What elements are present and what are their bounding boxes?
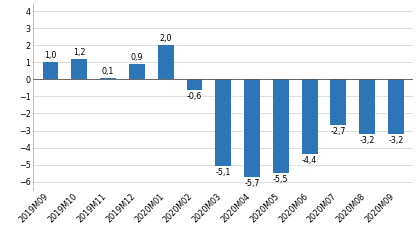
Bar [215, 79, 231, 166]
Text: -3,2: -3,2 [359, 136, 375, 145]
Text: -4,4: -4,4 [302, 156, 317, 165]
Text: 0,9: 0,9 [131, 53, 143, 62]
Bar [359, 79, 375, 134]
Text: -5,1: -5,1 [215, 168, 231, 177]
Bar [388, 79, 404, 134]
Text: 1,2: 1,2 [73, 48, 86, 57]
Bar [72, 59, 87, 79]
Text: -5,7: -5,7 [244, 179, 260, 188]
Bar [302, 79, 317, 154]
Bar [186, 79, 203, 90]
Text: 2,0: 2,0 [159, 34, 172, 43]
Bar [244, 79, 260, 177]
Bar [100, 78, 116, 79]
Text: -5,5: -5,5 [273, 175, 289, 184]
Text: -0,6: -0,6 [187, 92, 202, 101]
Text: -2,7: -2,7 [331, 127, 346, 136]
Bar [158, 45, 173, 79]
Text: 1,0: 1,0 [45, 51, 57, 60]
Text: -3,2: -3,2 [388, 136, 404, 145]
Bar [330, 79, 346, 125]
Bar [273, 79, 289, 173]
Bar [129, 64, 145, 79]
Text: 0,1: 0,1 [102, 67, 114, 76]
Bar [43, 62, 59, 79]
